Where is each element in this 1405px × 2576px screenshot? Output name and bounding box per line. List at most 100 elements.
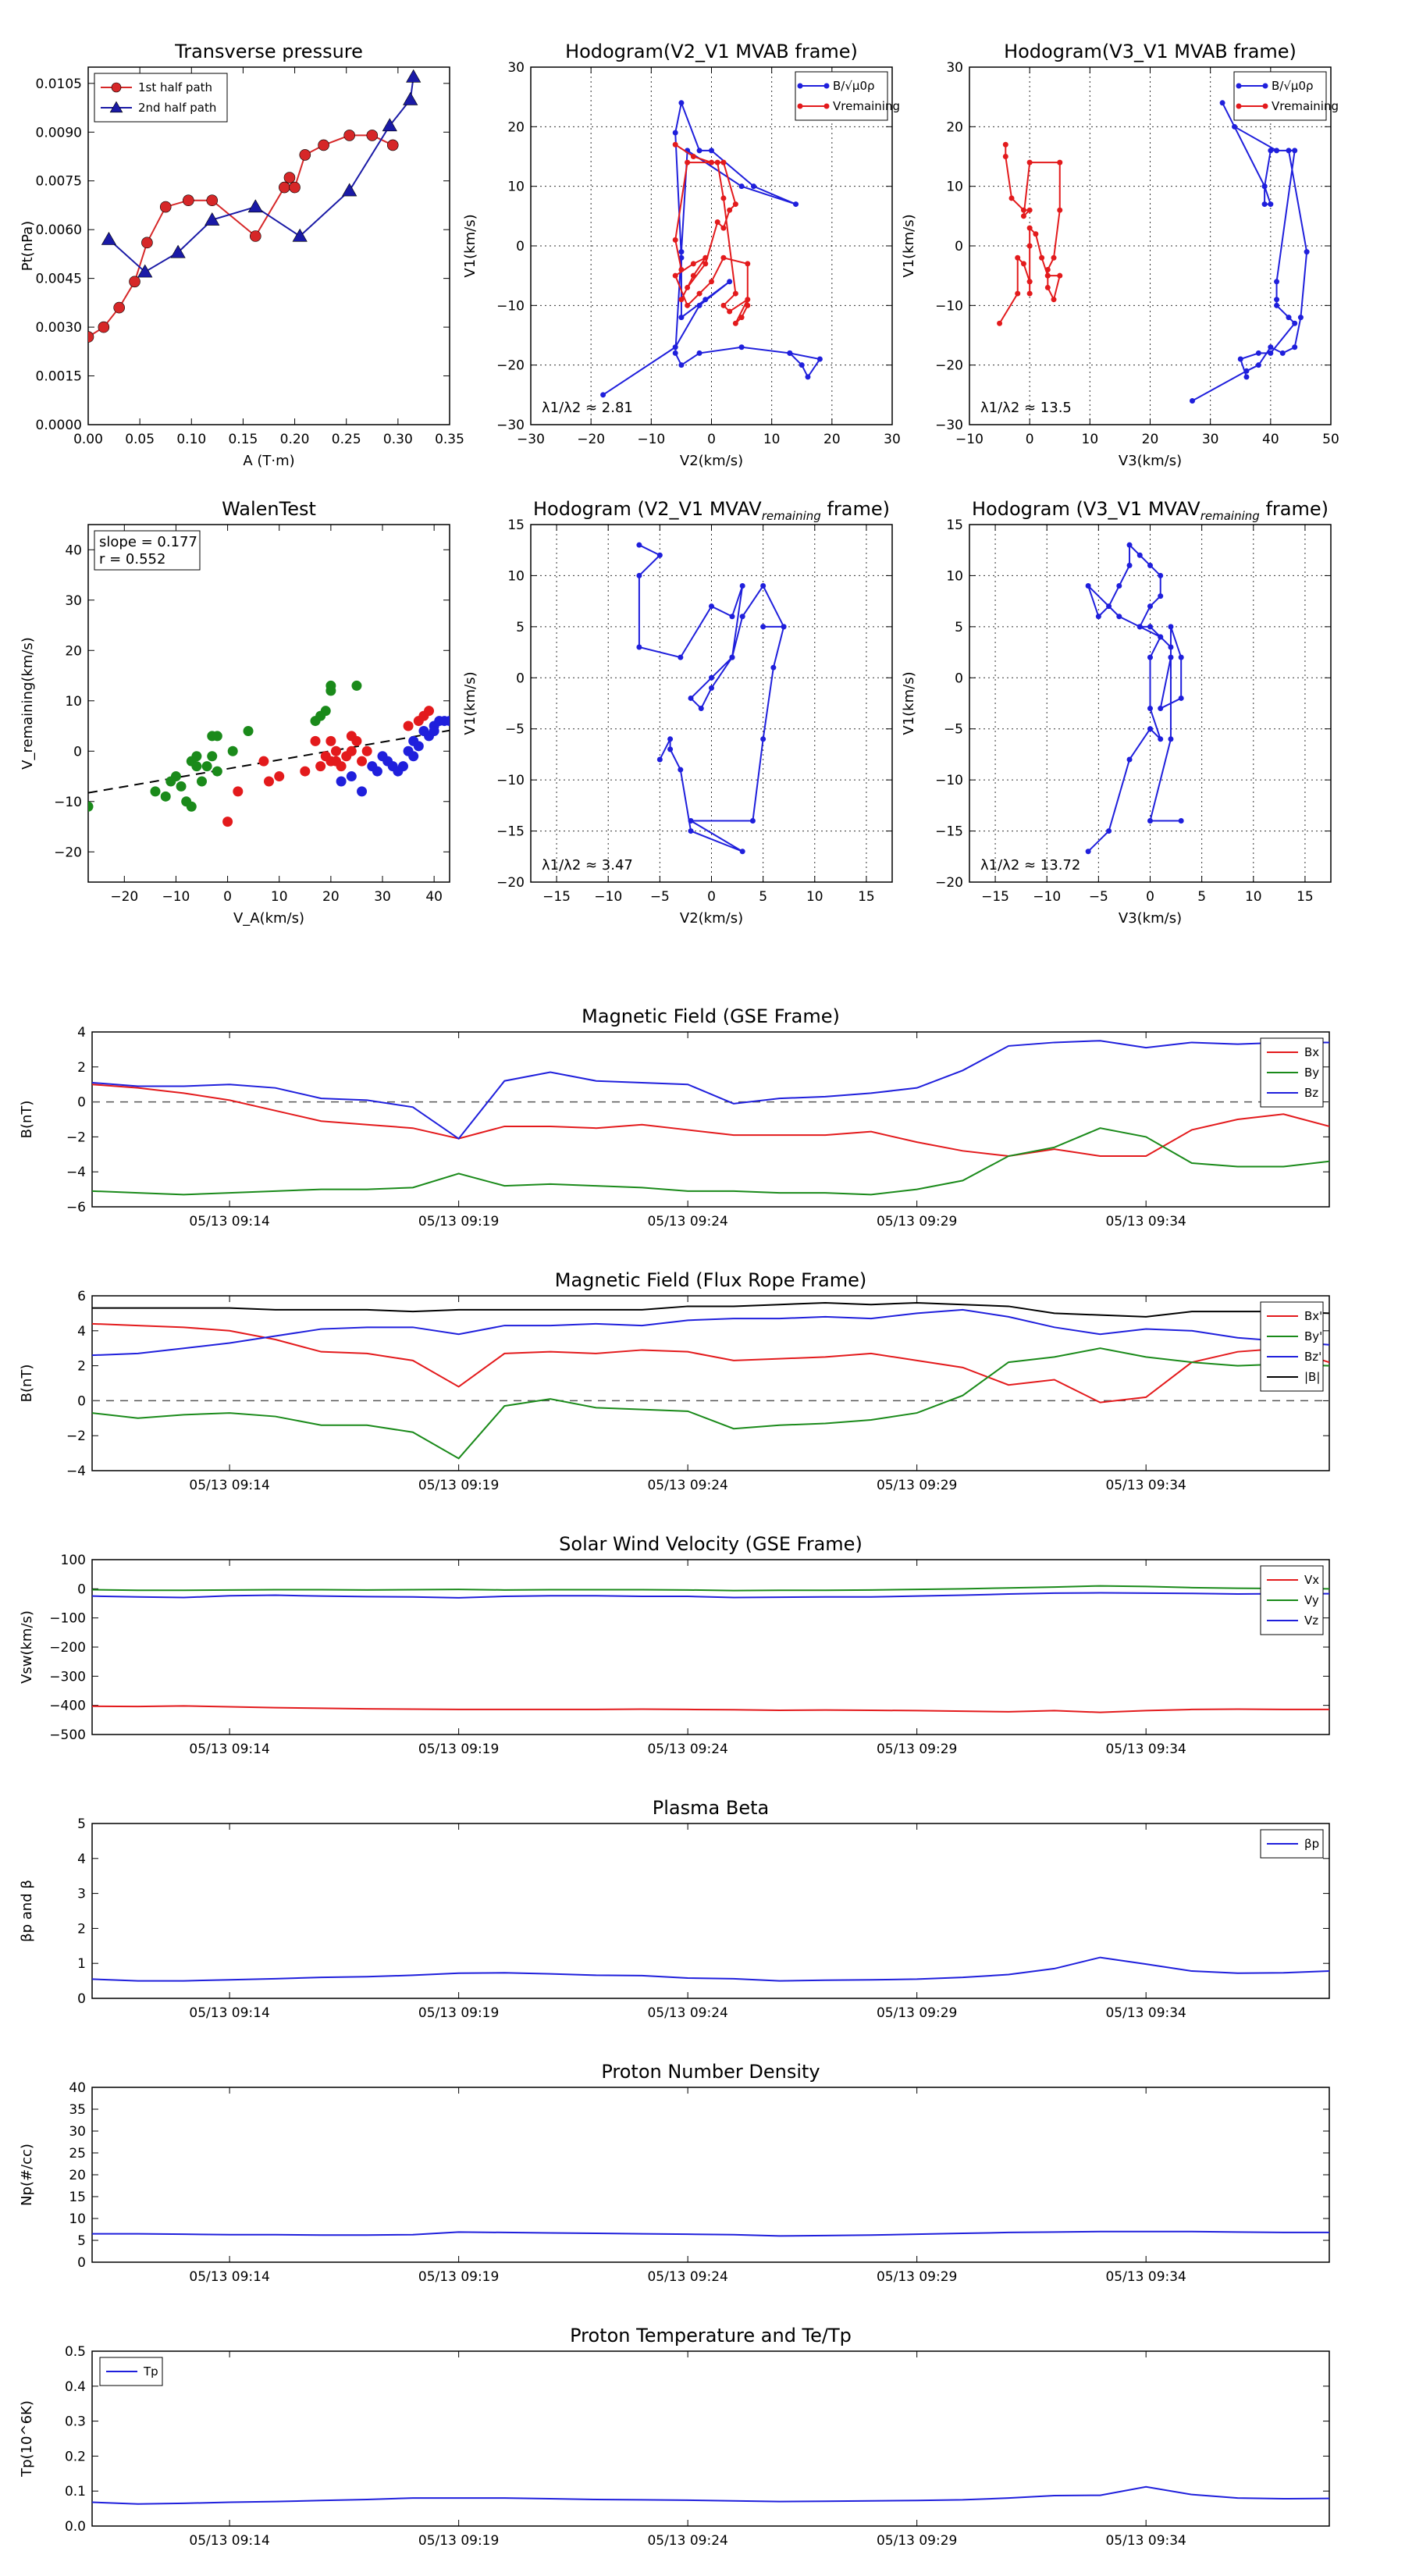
chart-title: Hodogram(V2_V1 MVAB frame) [565,41,858,62]
y-axis-label: V1(km/s) [462,671,478,735]
series-line [88,134,393,338]
chart-ts2: 05/13 09:14 05/13 09:19 05/13 09:24 05/13 0… [19,1269,1330,1493]
y-tick-label: 0.0030 [36,320,82,336]
data-point [760,583,767,589]
plot-area [92,1585,1329,1713]
data-point [159,201,172,213]
y-axis-label: V_remaining(km/s) [20,637,36,770]
data-point [685,302,691,308]
data-point [678,315,685,321]
x-tick-label: −20 [110,889,138,905]
data-point [738,315,745,321]
plot-frame [91,2087,1330,2263]
y-tick-label: 0.4 [65,2379,86,2395]
data-point [781,624,787,630]
legend-marker [1262,83,1268,89]
data-point [739,849,745,855]
x-tick-label: 0.15 [228,432,258,447]
series-line [92,1585,1329,1592]
y-tick-label: 0.0045 [36,272,82,287]
legend-label: βp [1304,1837,1319,1851]
data-point [386,139,399,151]
y-tick-label: 20 [69,2168,86,2183]
x-tick-label: 0 [223,889,232,905]
annotation-text: slope = 0.177 [99,534,197,550]
y-tick-label: 5 [77,2233,86,2249]
x-tick-label: 50 [1322,432,1339,447]
plot-frame [91,1031,1330,1208]
x-tick-label: 0.30 [383,432,413,447]
data-point [1168,654,1174,660]
chart-ts5: 05/13 09:14 05/13 09:19 05/13 09:24 05/13 0… [19,2061,1330,2285]
x-tick-label: 05/13 09:24 [647,2533,727,2549]
data-point [760,624,767,630]
legend-marker [1236,103,1242,109]
legend-marker [823,83,830,89]
data-point [1057,272,1063,279]
data-point [685,159,691,165]
y-tick-label: −10 [935,773,963,788]
x-tick-label: 0 [707,889,716,905]
x-tick-label: 05/13 09:29 [877,1478,957,1493]
x-tick-label: 05/13 09:14 [189,1742,269,1757]
data-point [636,644,642,650]
y-tick-label: 0 [77,1393,86,1409]
legend-label: Vremaining [833,99,900,113]
x-tick-label: −15 [981,889,1009,905]
y-tick-label: 0 [77,1582,86,1597]
data-point [1292,148,1298,154]
x-tick-label: 05/13 09:14 [189,1214,269,1229]
y-tick-label: 10 [946,180,963,195]
data-point [250,230,261,242]
data-point [424,706,435,717]
x-tick-label: 05/13 09:24 [647,2269,727,2285]
plot-frame [91,1559,1330,1735]
data-point [191,761,202,772]
x-tick-label: −10 [1033,889,1061,905]
y-tick-label: 0.3 [65,2414,86,2430]
y-tick-label: −2 [66,1130,86,1145]
data-point [1026,243,1033,249]
x-tick-label: 10 [806,889,823,905]
data-point [315,761,326,772]
annotation-text: λ1/λ2 ≈ 2.81 [542,400,633,416]
data-point [1158,593,1164,600]
chart-h1: −30 −20 −10 0 10 20 30 −30 −20 −10 0 10 20 30 Hodogram… [462,41,901,469]
data-point [732,320,738,326]
data-point [1158,634,1164,640]
x-tick-label: −20 [577,432,605,447]
x-tick-label: 10 [271,889,288,905]
data-point [1147,706,1153,712]
y-tick-label: −20 [935,875,963,891]
legend-label: B/√μ0ρ [833,79,875,93]
legend-label: Vx [1304,1573,1319,1587]
x-axis-label: A (T·m) [243,453,294,469]
x-tick-label: 05/13 09:19 [418,1742,499,1757]
x-tick-label: −30 [517,432,545,447]
x-tick-label: 40 [1262,432,1279,447]
chart-ts6: 05/13 09:14 05/13 09:19 05/13 09:24 05/13 0… [19,2325,1330,2549]
legend-label: Bz [1304,1086,1318,1100]
data-point [997,320,1003,326]
data-point [720,254,727,261]
data-point [739,583,745,589]
series-line [92,2485,1329,2505]
chart-wt: −20 −10 0 10 20 30 40 −20 −10 0 10 20 30 40 WalenTest V… [20,498,450,927]
data-point [799,362,805,368]
y-tick-label: 0 [73,744,82,760]
data-point [738,344,745,350]
data-point [222,817,233,827]
x-tick-label: 0.25 [332,432,361,447]
data-point [1026,279,1033,285]
data-point [1255,362,1261,368]
data-point [1015,290,1021,297]
chart-title: Solar Wind Velocity (GSE Frame) [559,1533,863,1555]
x-tick-label: 30 [884,432,901,447]
data-point [137,264,153,278]
y-tick-label: 2 [77,1359,86,1375]
data-point [667,746,674,753]
y-tick-label: 4 [77,1324,86,1340]
data-point [729,654,735,660]
data-point [678,767,684,773]
plot-frame [87,524,450,883]
